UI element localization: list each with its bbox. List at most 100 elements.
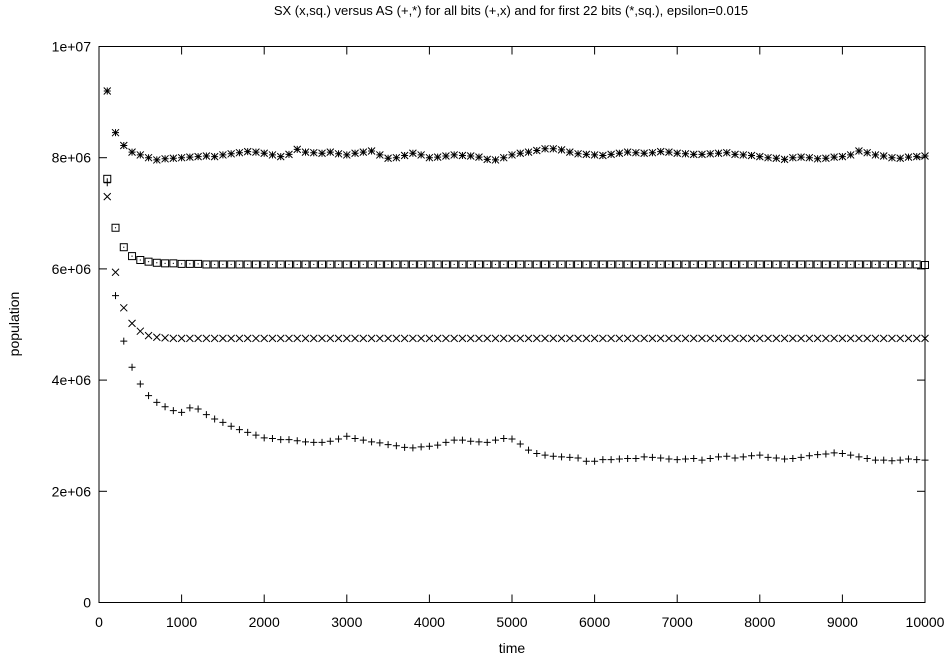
- point-plus: [161, 403, 169, 411]
- point-square-dot: [635, 263, 637, 266]
- point-plus: [112, 292, 120, 300]
- point-plus: [145, 392, 153, 400]
- point-x: [904, 334, 913, 343]
- point-star: [846, 151, 855, 159]
- point-square: [664, 260, 673, 269]
- x-tick-label: 8000: [744, 614, 775, 630]
- point-plus: [227, 422, 235, 430]
- point-square-dot: [833, 263, 835, 266]
- point-star: [359, 148, 368, 156]
- point-square-dot: [841, 263, 844, 266]
- point-plus: [186, 404, 194, 412]
- point-star: [565, 148, 574, 156]
- point-star: [161, 154, 169, 163]
- point-star: [830, 153, 838, 161]
- point-x: [128, 319, 136, 328]
- point-square: [921, 261, 929, 270]
- point-square-dot: [866, 263, 868, 266]
- point-x: [673, 334, 682, 343]
- point-square-dot: [560, 263, 563, 266]
- point-x: [788, 334, 797, 343]
- point-square: [218, 260, 227, 269]
- point-plus: [723, 452, 731, 460]
- point-square-dot: [313, 263, 315, 266]
- point-plus: [128, 363, 136, 371]
- point-plus: [706, 454, 714, 462]
- point-x: [640, 334, 649, 343]
- point-square: [904, 260, 913, 269]
- point-x: [491, 334, 500, 343]
- point-plus: [384, 441, 392, 449]
- point-square-dot: [676, 263, 678, 266]
- point-square-dot: [354, 263, 356, 266]
- y-tick-label: 0: [83, 595, 91, 611]
- point-x: [805, 334, 814, 343]
- point-x: [103, 192, 112, 201]
- point-x: [822, 334, 830, 343]
- point-plus: [814, 451, 822, 459]
- point-star: [582, 150, 591, 159]
- point-plus: [880, 456, 888, 464]
- point-star: [351, 149, 359, 158]
- point-square-dot: [701, 263, 703, 266]
- point-x: [747, 334, 756, 343]
- point-x: [268, 334, 277, 343]
- point-plus: [376, 439, 384, 447]
- point-plus: [863, 454, 871, 462]
- point-square-dot: [651, 263, 654, 266]
- point-square: [177, 259, 186, 268]
- x-tick-label: 4000: [414, 614, 445, 630]
- x-tick-label: 7000: [662, 614, 693, 630]
- point-x: [772, 334, 781, 343]
- series-star: [103, 87, 929, 164]
- point-square: [185, 259, 194, 268]
- point-star: [557, 146, 566, 154]
- point-star: [450, 151, 459, 159]
- point-star: [128, 148, 136, 156]
- point-x: [557, 334, 566, 343]
- point-plus: [558, 453, 566, 461]
- point-plus: [681, 455, 689, 463]
- point-plus: [607, 456, 615, 464]
- point-plus: [921, 456, 929, 464]
- point-square-dot: [627, 263, 629, 266]
- point-square: [268, 260, 277, 269]
- point-plus: [615, 455, 623, 463]
- point-plus: [574, 454, 582, 462]
- point-square-dot: [825, 263, 827, 266]
- point-plus: [632, 454, 640, 462]
- point-star: [805, 153, 814, 162]
- point-star: [458, 151, 467, 160]
- point-plus: [525, 446, 533, 454]
- point-plus: [219, 418, 227, 426]
- point-star: [755, 152, 764, 161]
- point-plus: [533, 449, 541, 457]
- point-plus: [756, 451, 764, 459]
- point-square: [582, 260, 591, 269]
- point-x: [384, 334, 392, 343]
- point-x: [632, 334, 640, 343]
- point-x: [896, 334, 905, 343]
- point-plus: [648, 453, 656, 461]
- point-square-dot: [337, 263, 340, 266]
- point-x: [780, 334, 789, 343]
- point-square-dot: [569, 263, 571, 266]
- point-x: [136, 327, 145, 336]
- point-star: [813, 154, 822, 163]
- point-square-dot: [156, 262, 158, 264]
- point-square: [235, 260, 244, 269]
- point-square: [243, 260, 252, 269]
- point-square: [326, 260, 335, 269]
- point-square-dot: [131, 255, 133, 257]
- point-square-dot: [428, 263, 430, 266]
- point-square: [334, 260, 343, 269]
- point-square-dot: [486, 263, 488, 266]
- point-star: [417, 151, 425, 159]
- point-x: [351, 334, 359, 343]
- point-plus: [359, 436, 367, 444]
- y-axis-label: population: [6, 292, 22, 357]
- point-square: [194, 259, 203, 268]
- point-square-dot: [164, 262, 166, 264]
- point-square: [640, 260, 649, 269]
